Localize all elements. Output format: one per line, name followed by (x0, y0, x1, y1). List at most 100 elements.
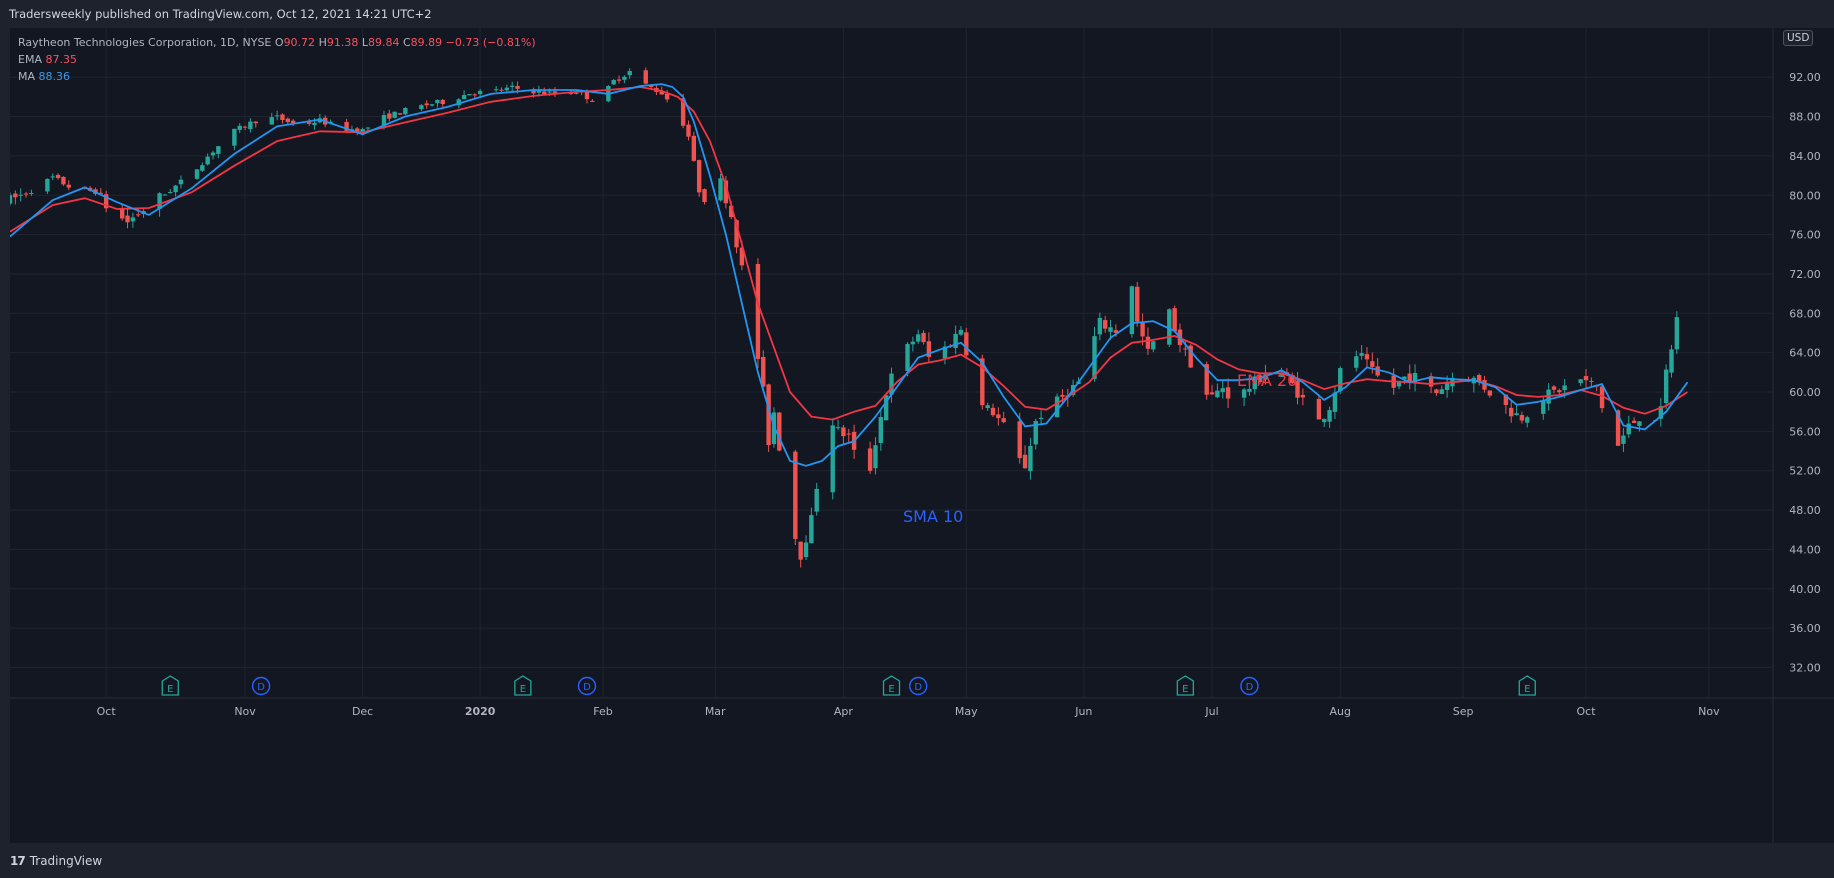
candle-body (1221, 388, 1225, 392)
candle-body (1440, 389, 1444, 394)
price-tick-label: 88.00 (1789, 111, 1821, 124)
candle-body (1060, 395, 1064, 397)
time-tick-label: Nov (1698, 705, 1720, 718)
time-tick-label: Mar (705, 705, 726, 718)
candle-body (1520, 415, 1524, 421)
open-value: 90.72 (284, 36, 316, 49)
candle-body (163, 195, 167, 196)
candle-body (1488, 390, 1492, 395)
candle-body (1226, 387, 1230, 398)
currency-badge[interactable]: USD (1783, 30, 1813, 46)
candle-body (1445, 383, 1449, 390)
candle-body (815, 489, 819, 512)
price-axis[interactable]: 32.00 36.00 40.00 44.00 48.00 52.00 56.00 60.00… (1773, 28, 1834, 843)
candle-body (205, 157, 209, 165)
candle-body (243, 127, 247, 128)
candle-body (628, 71, 632, 75)
time-tick-label: Jul (1204, 705, 1218, 718)
candle-body (868, 448, 872, 470)
price-tick-label: 52.00 (1789, 465, 1821, 478)
candle-body (1541, 401, 1545, 414)
candle-body (959, 330, 963, 335)
price-tick-label: 48.00 (1789, 504, 1821, 517)
high-value: 91.38 (327, 36, 359, 49)
tradingview-logo[interactable]: 17 TradingView (10, 853, 102, 869)
low-value: 89.84 (368, 36, 400, 49)
candle-body (985, 405, 989, 408)
candle-body (419, 105, 423, 109)
ema-label: EMA (18, 53, 42, 66)
candle-body (1675, 317, 1679, 349)
open-label: O (275, 36, 284, 49)
candle-body (494, 89, 498, 90)
time-tick-label: Jun (1074, 705, 1092, 718)
candle-body (1589, 381, 1593, 382)
candle-body (1359, 353, 1363, 356)
time-tick-label: 2020 (465, 705, 496, 718)
ema-value: 87.35 (45, 53, 77, 66)
candle-body (232, 129, 236, 146)
candle-body (499, 90, 503, 91)
candle-body (1509, 408, 1513, 416)
candle-body (200, 165, 204, 171)
price-tick-label: 72.00 (1789, 268, 1821, 281)
candle-body (1322, 419, 1326, 422)
time-tick-label: Dec (352, 705, 373, 718)
candle-body (911, 342, 915, 345)
candle-body (131, 217, 135, 221)
brand-name: TradingView (30, 854, 103, 868)
price-tick-label: 32.00 (1789, 661, 1821, 674)
candle-body (120, 209, 124, 218)
candle-body (921, 333, 925, 342)
chart-legend: Raytheon Technologies Corporation, 1D, N… (18, 34, 536, 85)
candle-body (136, 214, 140, 215)
candle-body (1637, 421, 1641, 426)
candle-body (905, 344, 909, 371)
candle-body (809, 515, 813, 543)
candle-body (473, 94, 477, 95)
earnings-marker-label: E (888, 684, 894, 695)
candle-body (1338, 368, 1342, 391)
candle-body (1354, 356, 1358, 367)
price-tick-label: 40.00 (1789, 583, 1821, 596)
candle-body (211, 153, 215, 156)
candle-body (1584, 376, 1588, 380)
candlestick-chart[interactable]: E E E E E D D D D 32.00 36.00 40.00 44.00 48.00 52.00… (10, 28, 1834, 843)
candle-body (179, 180, 183, 185)
candle-body (1018, 421, 1022, 458)
candle-body (254, 122, 258, 124)
candle-body (173, 186, 177, 193)
time-tick-label: Oct (97, 705, 117, 718)
candle-body (1327, 410, 1331, 422)
candle-body (665, 94, 669, 100)
candle-body (275, 115, 279, 116)
ma-row[interactable]: MA 88.36 (18, 68, 536, 85)
candle-body (1317, 399, 1321, 419)
time-tick-label: Nov (234, 705, 256, 718)
price-tick-label: 56.00 (1789, 425, 1821, 438)
candle-body (430, 104, 434, 105)
candle-body (718, 178, 722, 200)
candle-body (1514, 413, 1518, 415)
dividend-marker-label: D (257, 682, 265, 693)
ema-row[interactable]: EMA 87.35 (18, 51, 536, 68)
candle-body (1028, 446, 1032, 471)
candle-body (441, 100, 445, 104)
candle-body (916, 334, 920, 341)
candle-body (248, 122, 252, 130)
price-tick-label: 36.00 (1789, 622, 1821, 635)
candle-body (307, 122, 311, 124)
candle-body (515, 86, 519, 89)
change-value: −0.73 (−0.81%) (446, 36, 536, 49)
candle-body (547, 91, 551, 92)
price-tick-label: 80.00 (1789, 189, 1821, 202)
close-value: 89.89 (411, 36, 443, 49)
candle-body (1552, 386, 1556, 389)
candle-body (1108, 327, 1112, 332)
symbol-name: Raytheon Technologies Corporation, 1D, N… (18, 36, 271, 49)
chart-area[interactable]: E E E E E D D D D 32.00 36.00 40.00 44.00 48.00 52.00… (10, 28, 1834, 843)
candle-body (1365, 354, 1369, 359)
time-tick-label: Apr (834, 705, 854, 718)
candle-body (280, 114, 284, 120)
